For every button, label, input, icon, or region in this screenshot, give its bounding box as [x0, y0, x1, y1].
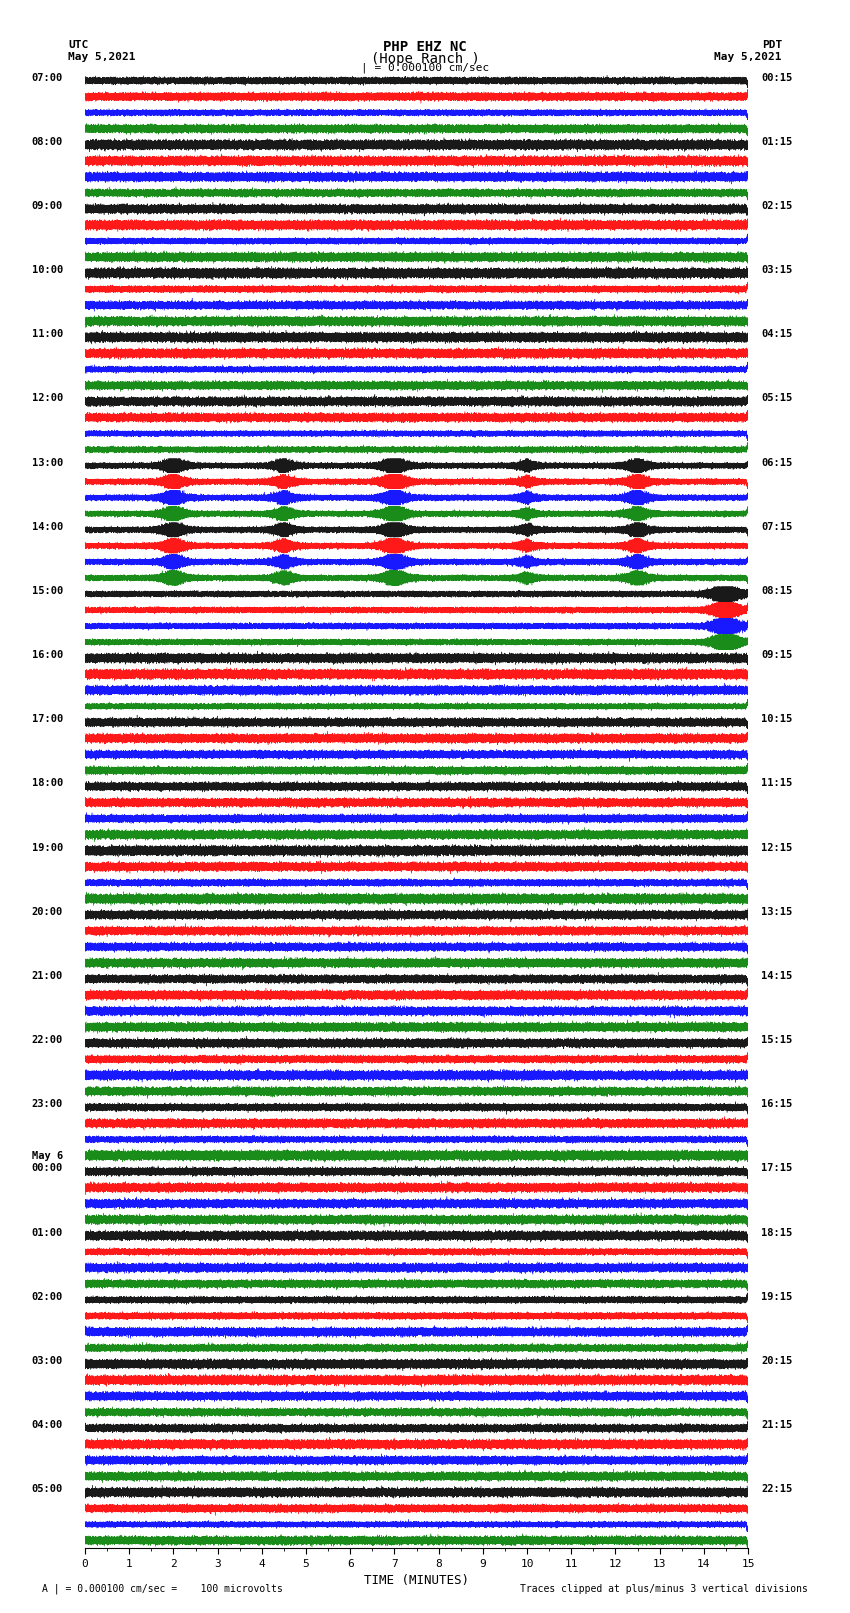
Text: | = 0.000100 cm/sec: | = 0.000100 cm/sec	[361, 63, 489, 74]
Text: 13:15: 13:15	[762, 907, 792, 916]
Text: 00:15: 00:15	[762, 73, 792, 82]
X-axis label: TIME (MINUTES): TIME (MINUTES)	[364, 1574, 469, 1587]
Text: 08:00: 08:00	[31, 137, 63, 147]
Text: 03:00: 03:00	[31, 1357, 63, 1366]
Text: 19:15: 19:15	[762, 1292, 792, 1302]
Text: 09:15: 09:15	[762, 650, 792, 660]
Text: May 5,2021: May 5,2021	[68, 52, 135, 61]
Text: 14:00: 14:00	[31, 521, 63, 532]
Text: 09:00: 09:00	[31, 202, 63, 211]
Text: 05:15: 05:15	[762, 394, 792, 403]
Text: 12:15: 12:15	[762, 842, 792, 853]
Text: 11:15: 11:15	[762, 779, 792, 789]
Text: 04:00: 04:00	[31, 1419, 63, 1431]
Text: 05:00: 05:00	[31, 1484, 63, 1494]
Text: A | = 0.000100 cm/sec =    100 microvolts: A | = 0.000100 cm/sec = 100 microvolts	[42, 1582, 283, 1594]
Text: 07:15: 07:15	[762, 521, 792, 532]
Text: 17:00: 17:00	[31, 715, 63, 724]
Text: 22:00: 22:00	[31, 1036, 63, 1045]
Text: 04:15: 04:15	[762, 329, 792, 339]
Text: 06:15: 06:15	[762, 458, 792, 468]
Text: 11:00: 11:00	[31, 329, 63, 339]
Text: (Hope Ranch ): (Hope Ranch )	[371, 52, 479, 66]
Text: 15:15: 15:15	[762, 1036, 792, 1045]
Text: 20:15: 20:15	[762, 1357, 792, 1366]
Text: Traces clipped at plus/minus 3 vertical divisions: Traces clipped at plus/minus 3 vertical …	[519, 1584, 808, 1594]
Text: 12:00: 12:00	[31, 394, 63, 403]
Text: 20:00: 20:00	[31, 907, 63, 916]
Text: 02:15: 02:15	[762, 202, 792, 211]
Text: 02:00: 02:00	[31, 1292, 63, 1302]
Text: 13:00: 13:00	[31, 458, 63, 468]
Text: 01:00: 01:00	[31, 1227, 63, 1237]
Text: 21:15: 21:15	[762, 1419, 792, 1431]
Text: May 5,2021: May 5,2021	[715, 52, 782, 61]
Text: 16:15: 16:15	[762, 1100, 792, 1110]
Text: 14:15: 14:15	[762, 971, 792, 981]
Text: 21:00: 21:00	[31, 971, 63, 981]
Text: PHP EHZ NC: PHP EHZ NC	[383, 40, 467, 55]
Text: 08:15: 08:15	[762, 586, 792, 595]
Text: 19:00: 19:00	[31, 842, 63, 853]
Text: 01:15: 01:15	[762, 137, 792, 147]
Text: 23:00: 23:00	[31, 1100, 63, 1110]
Text: 18:00: 18:00	[31, 779, 63, 789]
Text: May 6: May 6	[31, 1150, 63, 1161]
Text: 03:15: 03:15	[762, 265, 792, 276]
Text: 22:15: 22:15	[762, 1484, 792, 1494]
Text: 10:15: 10:15	[762, 715, 792, 724]
Text: UTC: UTC	[68, 40, 88, 50]
Text: 10:00: 10:00	[31, 265, 63, 276]
Text: PDT: PDT	[762, 40, 782, 50]
Text: 07:00: 07:00	[31, 73, 63, 82]
Text: 18:15: 18:15	[762, 1227, 792, 1237]
Text: 16:00: 16:00	[31, 650, 63, 660]
Text: 17:15: 17:15	[762, 1163, 792, 1174]
Text: 00:00: 00:00	[31, 1163, 63, 1174]
Text: 15:00: 15:00	[31, 586, 63, 595]
